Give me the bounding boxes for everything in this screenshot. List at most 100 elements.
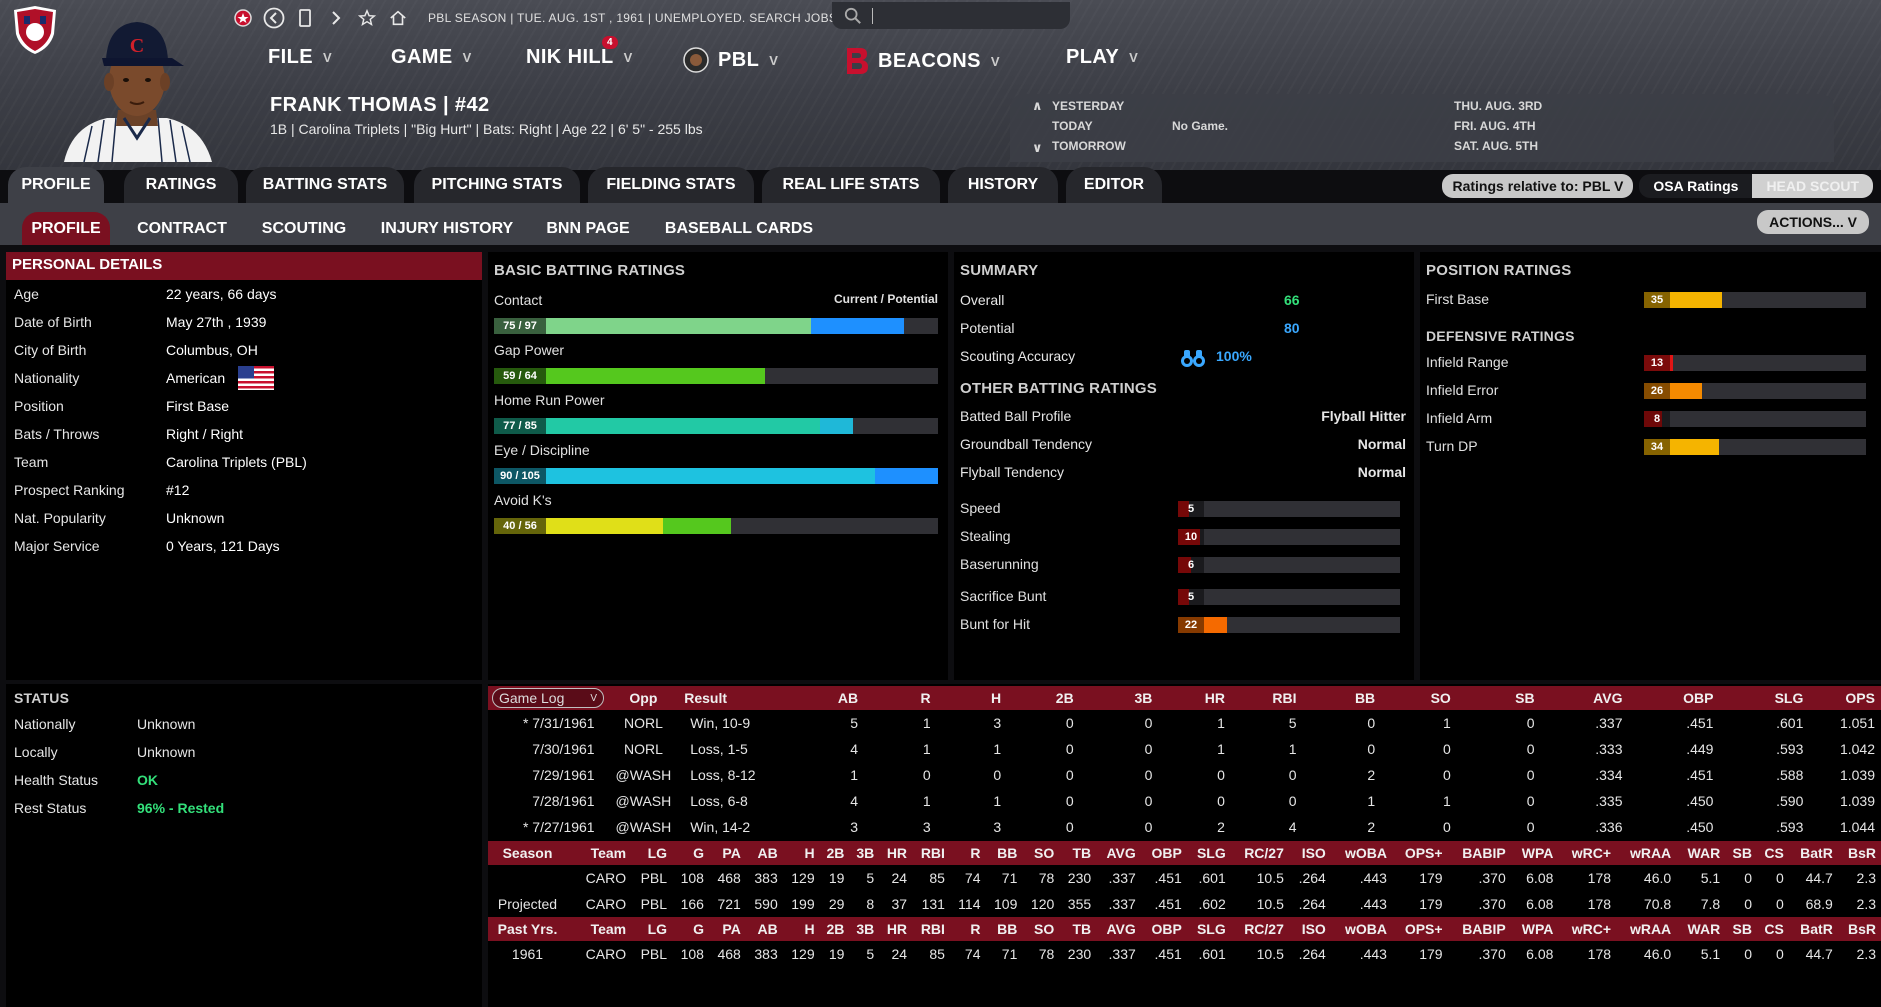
season-header[interactable]: OPS+ bbox=[1404, 921, 1443, 937]
season-header[interactable]: ISO bbox=[1301, 921, 1326, 937]
season-header[interactable]: LG bbox=[647, 921, 668, 937]
season-header[interactable]: WAR bbox=[1687, 845, 1721, 861]
season-header[interactable]: wRC+ bbox=[1571, 921, 1612, 937]
season-header[interactable]: Season bbox=[502, 845, 553, 861]
season-header[interactable]: BsR bbox=[1847, 921, 1876, 937]
game-log-header[interactable]: 3B bbox=[1134, 690, 1153, 706]
season-header[interactable]: BsR bbox=[1847, 845, 1876, 861]
game-log-header[interactable]: Opp bbox=[629, 690, 658, 706]
menu-manager[interactable]: NIK HILL 4 V bbox=[526, 36, 633, 69]
season-header[interactable]: G bbox=[693, 921, 704, 937]
season-header[interactable]: WAR bbox=[1687, 921, 1721, 937]
season-header[interactable]: SLG bbox=[1196, 921, 1226, 937]
season-header[interactable]: HR bbox=[886, 845, 908, 861]
game-log-header[interactable]: OBP bbox=[1683, 690, 1714, 706]
schedule-upcoming-3[interactable]: SAT. AUG. 5TH bbox=[1454, 139, 1539, 153]
season-header[interactable]: Team bbox=[590, 921, 627, 937]
schedule-tomorrow[interactable]: TOMORROW bbox=[1052, 139, 1126, 153]
actions-button[interactable]: ACTIONS... V bbox=[1757, 210, 1869, 234]
season-header[interactable]: AVG bbox=[1106, 845, 1136, 861]
game-log-header[interactable]: OPS bbox=[1845, 690, 1875, 706]
ootp-logo-icon[interactable] bbox=[232, 7, 254, 29]
season-header[interactable]: wOBA bbox=[1344, 921, 1387, 937]
search-box[interactable] bbox=[832, 2, 1070, 29]
season-header[interactable]: BB bbox=[997, 921, 1018, 937]
game-log-header[interactable]: Result bbox=[684, 690, 728, 706]
game-log-row[interactable]: 7/30/1961 NORL Loss, 1-5 4 1 1 0 0 1 1 0 0 0 .333 .449… bbox=[488, 736, 1881, 762]
season-header[interactable]: wRAA bbox=[1629, 921, 1672, 937]
subtab-scouting[interactable]: SCOUTING bbox=[261, 219, 347, 237]
season-header[interactable]: PA bbox=[722, 845, 741, 861]
season-header[interactable]: BABIP bbox=[1462, 921, 1506, 937]
game-log-header[interactable]: SLG bbox=[1774, 690, 1804, 706]
season-header[interactable]: H bbox=[804, 845, 815, 861]
tab-pitching-stats[interactable]: PITCHING STATS bbox=[414, 167, 580, 203]
season-header[interactable]: WPA bbox=[1521, 921, 1554, 937]
season-header[interactable]: 3B bbox=[856, 845, 875, 861]
game-log-header[interactable]: SO bbox=[1430, 690, 1451, 706]
season-header[interactable]: PA bbox=[722, 921, 741, 937]
schedule-upcoming-1[interactable]: THU. AUG. 3RD bbox=[1454, 99, 1543, 113]
season-header[interactable]: OBP bbox=[1151, 921, 1182, 937]
subtab-baseball-cards[interactable]: BASEBALL CARDS bbox=[664, 219, 814, 237]
tab-fielding-stats[interactable]: FIELDING STATS bbox=[588, 167, 754, 203]
season-header[interactable]: wRAA bbox=[1629, 845, 1672, 861]
tab-profile[interactable]: PROFILE bbox=[8, 167, 104, 203]
season-header[interactable]: SO bbox=[1034, 845, 1055, 861]
season-header[interactable]: H bbox=[804, 921, 815, 937]
osa-ratings-button[interactable]: OSA Ratings bbox=[1653, 178, 1739, 194]
game-log-row[interactable]: * 7/27/1961 @WASH Win, 14-2 3 3 3 0 0 2 4 2 0 0 .336.… bbox=[488, 814, 1881, 840]
season-header[interactable]: RC/27 bbox=[1244, 921, 1284, 937]
forward-arrow-icon[interactable] bbox=[325, 7, 347, 29]
season-header[interactable]: SO bbox=[1034, 921, 1055, 937]
menu-file[interactable]: FILE V bbox=[268, 46, 332, 69]
season-header[interactable]: Team bbox=[590, 845, 627, 861]
season-header[interactable]: SLG bbox=[1196, 845, 1226, 861]
season-header[interactable]: RBI bbox=[920, 845, 945, 861]
season-header[interactable]: RBI bbox=[920, 921, 945, 937]
chevron-down-icon[interactable]: ∨ bbox=[1032, 140, 1043, 155]
home-icon[interactable] bbox=[387, 7, 409, 29]
game-log-header[interactable]: AB bbox=[837, 690, 859, 706]
game-log-header[interactable]: RBI bbox=[1272, 690, 1297, 706]
season-header[interactable]: HR bbox=[886, 921, 908, 937]
menu-play[interactable]: PLAY V bbox=[1066, 46, 1138, 69]
star-icon[interactable] bbox=[356, 7, 378, 29]
subtab-profile[interactable]: PROFILE bbox=[22, 212, 110, 245]
schedule-today[interactable]: TODAY bbox=[1052, 119, 1093, 133]
season-header[interactable]: TB bbox=[1072, 845, 1092, 861]
subtab-injury-history[interactable]: INJURY HISTORY bbox=[380, 219, 514, 237]
season-header[interactable]: 2B bbox=[826, 845, 845, 861]
schedule-upcoming-2[interactable]: FRI. AUG. 4TH bbox=[1454, 119, 1536, 133]
game-log-header[interactable]: SB bbox=[1515, 690, 1535, 706]
menu-game[interactable]: GAME V bbox=[391, 46, 472, 69]
menu-team[interactable]: BEACONS V bbox=[842, 46, 1000, 76]
season-status[interactable]: PBL SEASON | TUE. AUG. 1ST , 1961 | UNEM… bbox=[428, 11, 849, 25]
game-log-row[interactable]: * 7/31/1961 NORL Win, 10-9 5 1 3 0 0 1 5 0 1 0 .337 .4… bbox=[488, 710, 1881, 736]
season-header[interactable]: R bbox=[970, 921, 981, 937]
menu-league[interactable]: PBL V bbox=[682, 46, 778, 74]
schedule-yesterday[interactable]: YESTERDAY bbox=[1052, 99, 1125, 113]
game-log-header[interactable]: HR bbox=[1204, 690, 1225, 706]
game-log-row[interactable]: 7/29/1961 @WASH Loss, 8-12 1 0 0 0 0 0 0 2 0 0 .334 .4… bbox=[488, 762, 1881, 788]
season-header[interactable]: OPS+ bbox=[1404, 845, 1443, 861]
season-header[interactable]: wOBA bbox=[1344, 845, 1387, 861]
season-header[interactable]: LG bbox=[647, 845, 668, 861]
back-arrow-icon[interactable] bbox=[263, 7, 285, 29]
season-header[interactable]: SB bbox=[1732, 921, 1752, 937]
season-header[interactable]: BB bbox=[997, 845, 1018, 861]
tab-ratings[interactable]: RATINGS bbox=[124, 167, 238, 203]
season-header[interactable]: SB bbox=[1732, 845, 1752, 861]
chevron-up-icon[interactable]: ∧ bbox=[1032, 98, 1043, 113]
season-header[interactable]: BABIP bbox=[1462, 845, 1506, 861]
game-log-header[interactable]: H bbox=[991, 690, 1002, 706]
season-header[interactable]: CS bbox=[1764, 845, 1784, 861]
season-header[interactable]: AB bbox=[757, 921, 778, 937]
season-header[interactable]: AB bbox=[757, 845, 778, 861]
game-log-header[interactable]: R bbox=[920, 690, 931, 706]
season-header[interactable]: BatR bbox=[1800, 845, 1833, 861]
season-header[interactable]: R bbox=[970, 845, 981, 861]
ratings-relative-dropdown[interactable]: Ratings relative to: PBL V bbox=[1442, 174, 1634, 198]
season-header[interactable]: Past Yrs. bbox=[497, 921, 558, 937]
season-header[interactable]: TB bbox=[1072, 921, 1092, 937]
